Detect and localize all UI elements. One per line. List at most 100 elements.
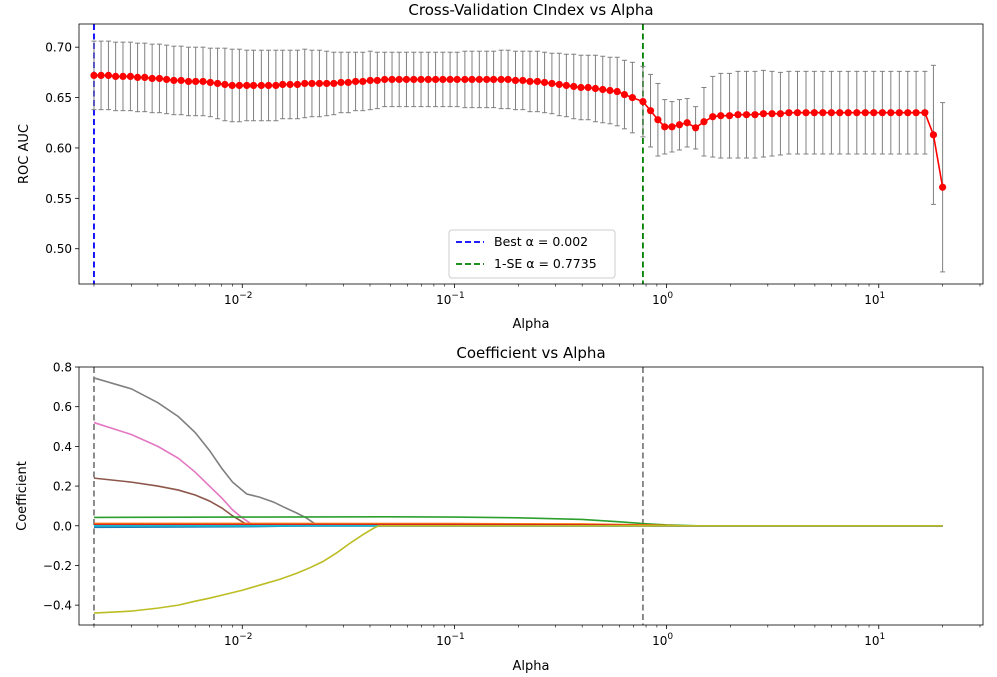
data-point <box>691 124 700 132</box>
y-ticks: 0.50 0.55 0.60 0.65 0.70 <box>45 41 79 256</box>
data-point <box>548 79 556 88</box>
data-point <box>591 84 600 93</box>
data-point <box>213 79 222 88</box>
data-point <box>861 109 869 117</box>
axes-frame <box>78 23 984 285</box>
cv-roc-panel: Cross-Validation CIndex vs Alpha Alpha R… <box>17 1 984 332</box>
data-point <box>351 77 360 86</box>
data-point <box>373 76 381 85</box>
data-point <box>184 77 193 86</box>
data-point <box>853 109 861 117</box>
data-point <box>929 131 938 139</box>
data-point <box>453 75 461 84</box>
legend-label-1se: 1-SE α = 0.7735 <box>494 256 597 271</box>
data-point <box>939 183 947 191</box>
data-point <box>148 74 156 83</box>
data-point <box>526 77 534 86</box>
data-point <box>330 79 338 88</box>
data-point <box>683 119 691 127</box>
data-point <box>490 75 498 84</box>
data-point <box>126 72 135 81</box>
data-point <box>646 107 655 115</box>
data-point <box>344 78 352 87</box>
data-point <box>104 71 113 79</box>
data-point <box>170 76 178 85</box>
data-point <box>235 81 243 90</box>
y-ticks: −0.4 −0.2 0.0 0.2 0.4 0.6 0.8 <box>43 361 79 613</box>
data-point <box>221 80 229 89</box>
data-point <box>206 78 214 87</box>
data-point <box>533 77 541 86</box>
x-axis-label: Alpha <box>513 317 550 332</box>
data-point <box>827 109 835 117</box>
data-point <box>133 73 142 82</box>
data-point <box>802 109 810 117</box>
y-tick-label: 0.6 <box>53 400 72 414</box>
data-point <box>119 72 127 81</box>
data-point <box>323 79 331 88</box>
data-point <box>887 109 895 117</box>
data-point <box>785 109 793 117</box>
data-point <box>243 81 251 90</box>
data-point <box>395 75 403 84</box>
data-point <box>878 109 886 117</box>
data-point <box>562 81 570 90</box>
legend-box <box>448 229 616 279</box>
data-point <box>793 109 802 117</box>
data-point <box>628 93 637 102</box>
data-point <box>446 75 454 84</box>
data-point <box>90 71 98 79</box>
data-point <box>668 123 676 131</box>
data-point <box>468 75 476 84</box>
data-point <box>439 75 447 84</box>
y-tick-label: 0.0 <box>53 519 72 533</box>
y-tick-label: 0.2 <box>53 480 72 494</box>
data-point <box>844 109 852 117</box>
data-point <box>497 75 505 84</box>
data-point <box>870 109 878 117</box>
data-point <box>599 85 607 94</box>
data-point <box>895 109 903 117</box>
data-point <box>97 71 105 79</box>
data-point <box>904 109 912 117</box>
data-point <box>742 111 751 119</box>
y-tick-label: 0.4 <box>53 440 72 454</box>
data-point <box>286 80 294 89</box>
data-point <box>163 75 171 84</box>
y-tick-label: −0.2 <box>43 559 72 573</box>
plot-area <box>93 367 943 625</box>
data-point <box>279 80 287 89</box>
coef-olive-line <box>93 524 943 614</box>
data-point <box>228 81 236 90</box>
data-point <box>315 79 324 88</box>
data-point <box>606 86 614 95</box>
y-axis-label: ROC AUC <box>17 124 32 184</box>
data-point <box>475 75 483 84</box>
data-point <box>836 109 844 117</box>
data-point <box>654 116 662 124</box>
data-point <box>141 73 149 82</box>
data-point <box>511 76 520 85</box>
data-point <box>483 75 491 84</box>
data-point <box>264 81 273 90</box>
data-point <box>639 97 647 106</box>
data-point <box>431 75 440 84</box>
chart-title: Cross-Validation CIndex vs Alpha <box>408 1 653 19</box>
y-axis-label: Coefficient <box>15 461 30 531</box>
data-point <box>308 79 316 88</box>
data-point <box>424 75 432 84</box>
data-point <box>504 75 512 84</box>
axes-frame <box>78 366 984 626</box>
data-point <box>199 77 207 86</box>
data-point <box>810 109 818 117</box>
data-point <box>675 121 684 129</box>
y-tick-label: 0.70 <box>45 41 72 55</box>
data-point <box>540 78 549 87</box>
data-point <box>577 83 585 92</box>
data-point <box>257 81 265 90</box>
data-point <box>912 109 920 117</box>
data-point <box>709 113 717 121</box>
data-point <box>725 112 734 120</box>
data-point <box>337 78 345 87</box>
